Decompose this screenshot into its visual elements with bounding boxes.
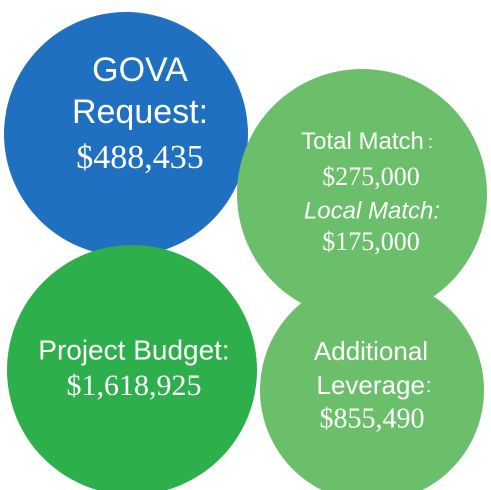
amount: $275,000 xyxy=(322,162,420,191)
label: Additional xyxy=(314,336,428,366)
match-circle xyxy=(237,69,487,319)
label: : xyxy=(428,132,433,152)
amount: $855,490 xyxy=(320,403,425,434)
label: GOVA xyxy=(92,51,188,89)
amount: $175,000 xyxy=(322,227,420,256)
leverage-circle xyxy=(260,278,484,490)
label: : xyxy=(426,375,432,397)
label: Total Match: xyxy=(301,128,433,155)
gova-circle xyxy=(4,12,248,256)
amount: $1,618,925 xyxy=(67,369,202,402)
label: Total Match xyxy=(301,128,424,155)
amount: $488,435 xyxy=(76,139,204,176)
label: Leverage: xyxy=(317,370,432,400)
label: Project Budget: xyxy=(38,334,229,365)
label: Request: xyxy=(72,93,208,131)
budget-circle xyxy=(7,245,257,490)
label: Local Match: xyxy=(304,197,440,224)
label: Leverage xyxy=(317,370,425,400)
